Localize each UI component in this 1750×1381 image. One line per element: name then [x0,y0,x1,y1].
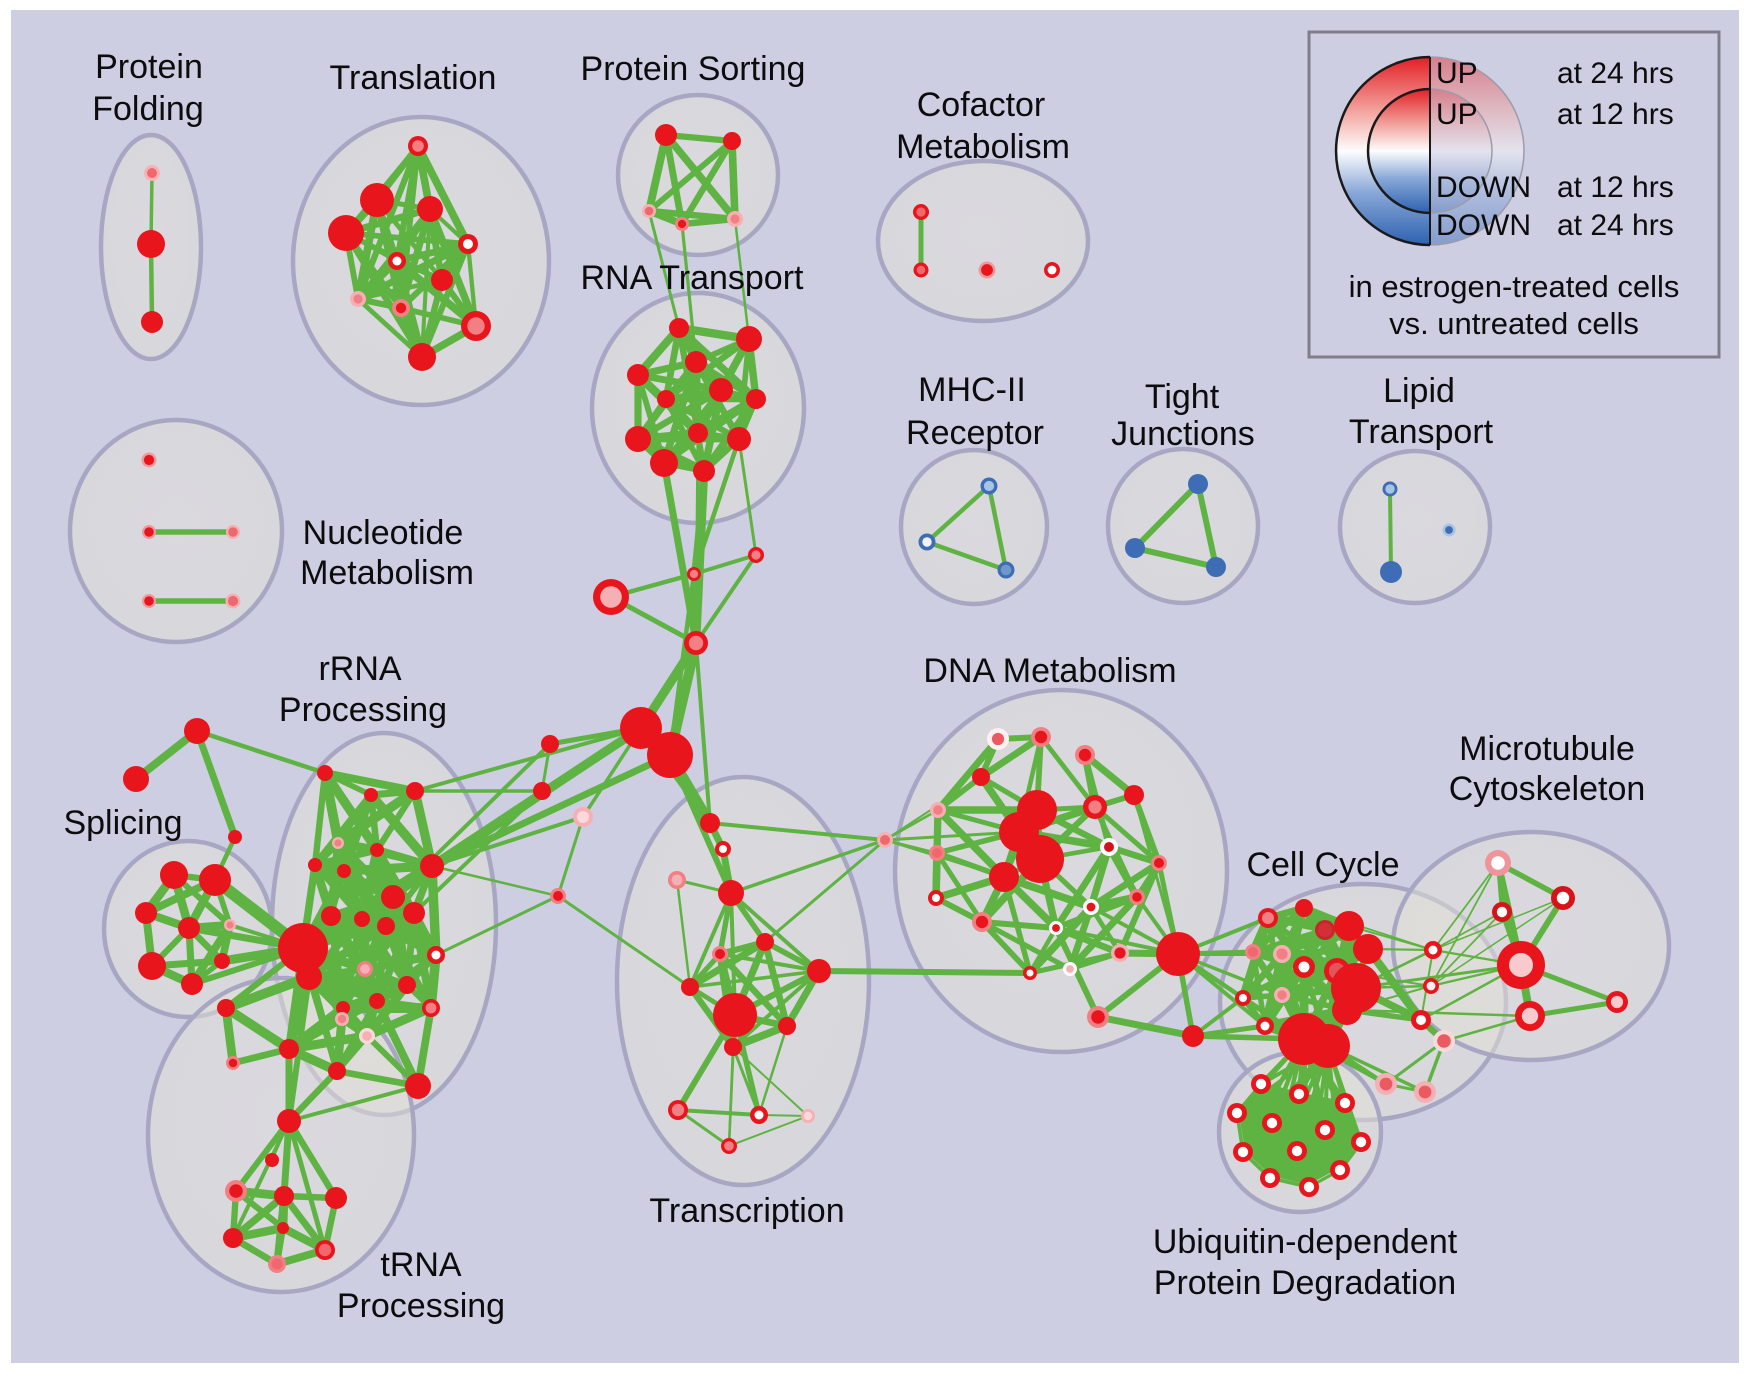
svg-text:Tight: Tight [1145,378,1220,416]
svg-text:Cofactor: Cofactor [917,86,1046,124]
svg-text:RNA Transport: RNA Transport [581,259,805,297]
svg-text:Protein Degradation: Protein Degradation [1154,1264,1456,1302]
svg-text:Protein: Protein [95,48,203,86]
svg-text:Ubiquitin-dependent: Ubiquitin-dependent [1153,1223,1458,1261]
svg-text:Nucleotide: Nucleotide [303,514,464,552]
svg-text:Microtubule: Microtubule [1459,730,1635,768]
svg-text:DOWN: DOWN [1436,209,1531,242]
svg-text:UP: UP [1436,98,1478,131]
svg-text:Processing: Processing [337,1287,505,1325]
svg-text:Transport: Transport [1349,413,1494,451]
svg-text:in estrogen-treated cells: in estrogen-treated cells [1349,269,1680,304]
svg-text:at 12 hrs: at 12 hrs [1557,171,1674,204]
svg-text:Translation: Translation [330,59,497,97]
svg-text:DNA Metabolism: DNA Metabolism [923,652,1176,690]
svg-text:DOWN: DOWN [1436,171,1531,204]
svg-text:vs. untreated cells: vs. untreated cells [1389,306,1639,341]
svg-text:Junctions: Junctions [1111,415,1255,453]
svg-text:Processing: Processing [279,691,447,729]
svg-text:Folding: Folding [92,90,204,128]
svg-text:Metabolism: Metabolism [896,128,1070,166]
svg-text:at 24 hrs: at 24 hrs [1557,57,1674,90]
svg-text:Cell Cycle: Cell Cycle [1246,846,1399,884]
svg-text:MHC-II: MHC-II [918,371,1026,409]
svg-text:at 24 hrs: at 24 hrs [1557,209,1674,242]
svg-text:Metabolism: Metabolism [300,554,474,592]
svg-text:tRNA: tRNA [380,1246,462,1284]
svg-text:Lipid: Lipid [1383,372,1455,410]
svg-text:Cytoskeleton: Cytoskeleton [1449,770,1646,808]
svg-text:Protein Sorting: Protein Sorting [581,50,806,88]
svg-text:rRNA: rRNA [318,650,401,688]
svg-text:UP: UP [1436,57,1478,90]
svg-text:at 12 hrs: at 12 hrs [1557,98,1674,131]
svg-text:Splicing: Splicing [63,804,182,842]
svg-text:Transcription: Transcription [649,1192,844,1230]
svg-text:Receptor: Receptor [906,414,1044,452]
